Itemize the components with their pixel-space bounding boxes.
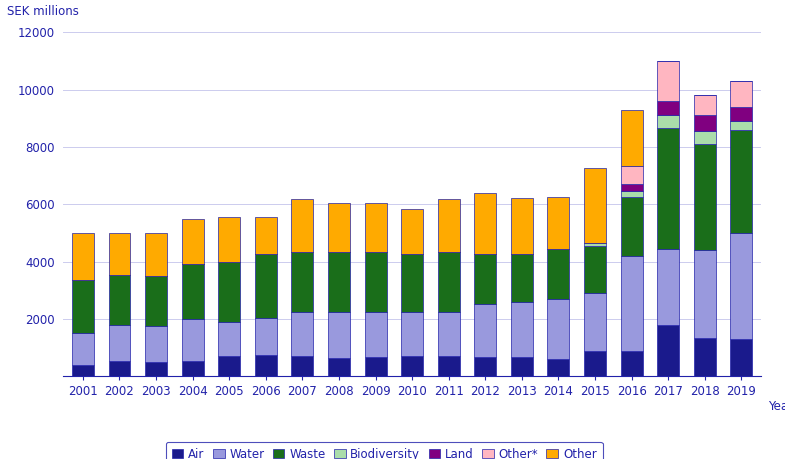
Bar	[584, 293, 606, 351]
Bar	[621, 256, 643, 351]
Bar	[730, 121, 752, 129]
Bar	[730, 339, 752, 376]
Bar	[730, 81, 752, 107]
Bar	[401, 356, 423, 376]
Bar	[511, 253, 533, 302]
Bar	[145, 276, 167, 326]
Bar	[145, 326, 167, 362]
Bar	[72, 280, 94, 333]
Bar	[621, 351, 643, 376]
Bar	[621, 166, 643, 184]
Bar	[291, 198, 313, 252]
Bar	[181, 218, 203, 264]
Bar	[730, 107, 752, 121]
Bar	[291, 312, 313, 356]
Bar	[401, 312, 423, 356]
Bar	[657, 61, 679, 101]
Bar	[218, 322, 240, 356]
Bar	[730, 233, 752, 339]
Bar	[621, 191, 643, 197]
Bar	[511, 198, 533, 253]
Bar	[547, 197, 569, 249]
Bar	[255, 355, 277, 376]
Bar	[328, 252, 350, 312]
Bar	[547, 249, 569, 299]
Bar	[181, 319, 203, 361]
Text: Year: Year	[769, 400, 785, 414]
Bar	[657, 249, 679, 325]
Bar	[291, 356, 313, 376]
Bar	[72, 365, 94, 376]
Bar	[328, 358, 350, 376]
Bar	[364, 357, 386, 376]
Bar	[401, 208, 423, 254]
Bar	[584, 243, 606, 246]
Bar	[145, 233, 167, 276]
Bar	[694, 131, 716, 144]
Bar	[218, 217, 240, 262]
Bar	[694, 115, 716, 131]
Bar	[694, 95, 716, 115]
Bar	[584, 168, 606, 243]
Bar	[547, 359, 569, 376]
Bar	[401, 254, 423, 312]
Bar	[108, 361, 130, 376]
Bar	[511, 302, 533, 357]
Bar	[474, 253, 496, 304]
Bar	[621, 184, 643, 191]
Bar	[474, 193, 496, 253]
Bar	[657, 115, 679, 128]
Bar	[584, 351, 606, 376]
Bar	[657, 101, 679, 115]
Bar	[328, 203, 350, 252]
Bar	[108, 325, 130, 361]
Bar	[108, 274, 130, 325]
Bar	[328, 312, 350, 358]
Bar	[621, 110, 643, 166]
Bar	[621, 197, 643, 256]
Bar	[218, 262, 240, 322]
Bar	[474, 357, 496, 376]
Bar	[218, 356, 240, 376]
Text: SEK millions: SEK millions	[7, 6, 78, 18]
Bar	[694, 144, 716, 250]
Bar	[657, 325, 679, 376]
Bar	[584, 246, 606, 293]
Bar	[108, 233, 130, 274]
Bar	[291, 252, 313, 312]
Bar	[364, 203, 386, 252]
Bar	[145, 362, 167, 376]
Bar	[255, 217, 277, 254]
Bar	[72, 233, 94, 280]
Bar	[255, 318, 277, 355]
Bar	[438, 198, 460, 252]
Bar	[255, 254, 277, 318]
Bar	[364, 313, 386, 357]
Legend: Air, Water, Waste, Biodiversity, Land, Other*, Other: Air, Water, Waste, Biodiversity, Land, O…	[166, 442, 603, 459]
Bar	[474, 304, 496, 357]
Bar	[438, 312, 460, 356]
Bar	[181, 264, 203, 319]
Bar	[181, 361, 203, 376]
Bar	[72, 333, 94, 365]
Bar	[657, 128, 679, 249]
Bar	[364, 252, 386, 313]
Bar	[694, 250, 716, 338]
Bar	[438, 356, 460, 376]
Bar	[438, 252, 460, 312]
Bar	[730, 129, 752, 233]
Bar	[694, 338, 716, 376]
Bar	[547, 299, 569, 359]
Bar	[511, 357, 533, 376]
